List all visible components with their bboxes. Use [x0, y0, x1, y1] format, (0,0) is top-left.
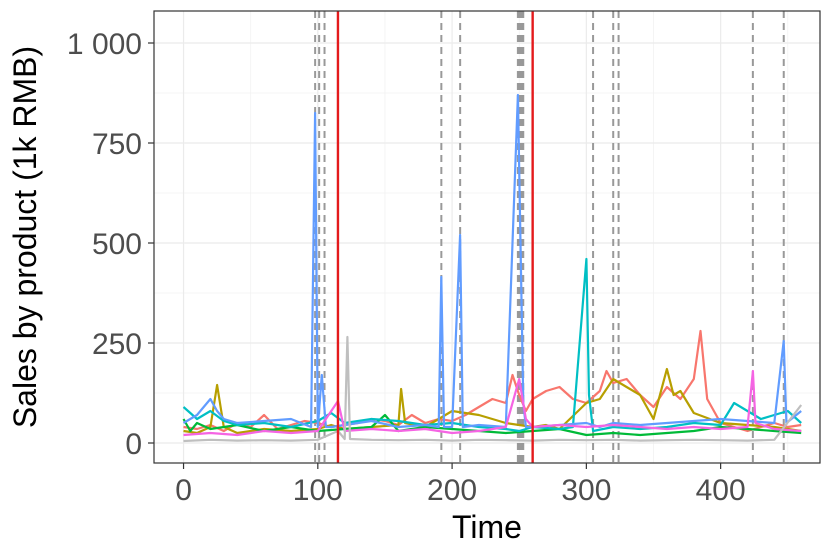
x-axis-title: Time — [452, 509, 522, 545]
x-tick-label: 200 — [427, 474, 477, 507]
x-tick-label: 300 — [561, 474, 611, 507]
breakpoint-lines — [314, 11, 785, 463]
series-line-3 — [182, 413, 802, 437]
x-tick-label: 400 — [696, 474, 746, 507]
series-group — [182, 11, 803, 463]
y-axis-title: Sales by product (1k RMB) — [7, 46, 43, 428]
series-line-2 — [183, 367, 802, 435]
series-line-7 — [183, 335, 803, 443]
y-tick-label: 500 — [92, 228, 142, 261]
y-tick-label: 0 — [125, 428, 142, 461]
x-axis-ticks: 0 100 200 300 400 — [175, 463, 746, 507]
series-line-5 — [182, 93, 802, 429]
y-axis-ticks: 0 250 500 750 1 000 — [67, 28, 154, 461]
x-tick-label: 100 — [293, 474, 343, 507]
y-tick-label: 250 — [92, 328, 142, 361]
y-tick-label: 750 — [92, 128, 142, 161]
series-line-1 — [183, 329, 802, 433]
series-line-6 — [183, 369, 802, 437]
series-line-4 — [182, 257, 802, 433]
plot-border — [153, 10, 821, 464]
plot-background — [154, 11, 820, 463]
y-tick-label: 1 000 — [67, 28, 142, 61]
x-tick-label: 0 — [175, 474, 192, 507]
